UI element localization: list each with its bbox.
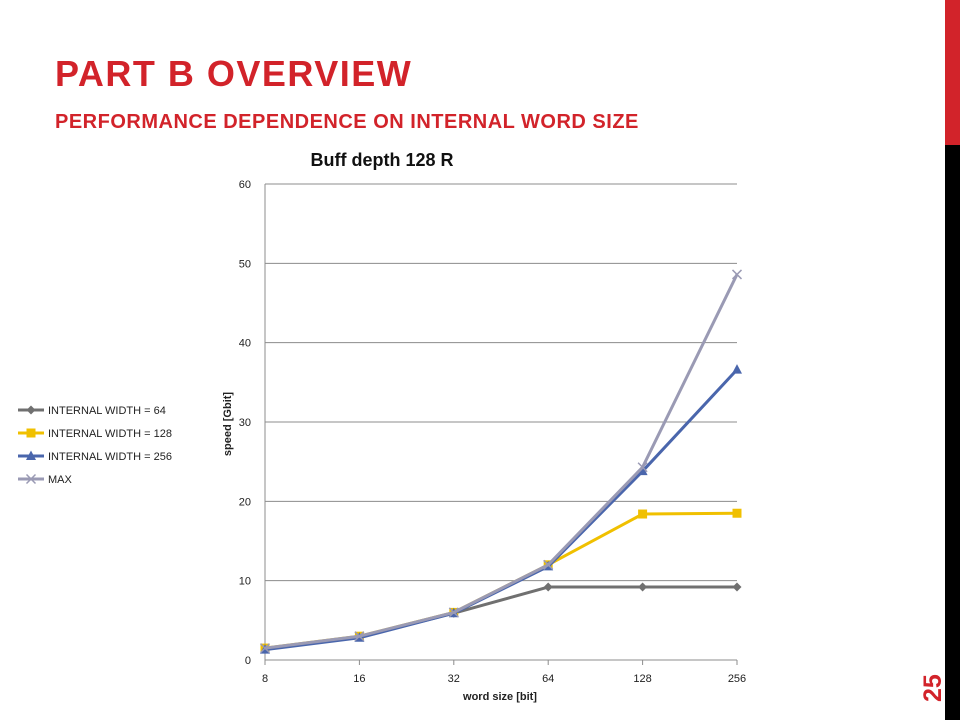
legend-swatch-marker: [26, 450, 36, 460]
y-tick-label: 0: [245, 655, 251, 667]
data-point: [638, 509, 648, 519]
data-point: [448, 607, 459, 618]
side-accent-bar: [945, 0, 960, 145]
data-point: [637, 465, 648, 476]
y-tick-label: 60: [239, 179, 251, 191]
data-point: [732, 508, 742, 518]
legend-label: MAX: [48, 474, 73, 486]
x-tick-label: 32: [448, 673, 460, 685]
side-dark-bar: [945, 145, 960, 720]
series-4: [259, 269, 743, 654]
chart-legend: INTERNAL WIDTH = 64 INTERNAL WIDTH = 128 I…: [18, 405, 172, 486]
y-axis-label: speed [Gbit]: [222, 392, 234, 457]
legend-entry: INTERNAL WIDTH = 256: [18, 450, 172, 463]
chart-series: [259, 269, 743, 654]
data-point: [259, 643, 271, 654]
data-point: [543, 582, 553, 592]
x-tick-label: 8: [262, 673, 268, 685]
slide-subtitle: PERFORMANCE DEPENDENCE ON INTERNAL WORD …: [55, 111, 639, 133]
series-3: [260, 364, 742, 654]
x-tick-label: 256: [728, 673, 746, 685]
chart-title: Buff depth 128 R: [310, 150, 453, 170]
series-line: [264, 273, 739, 650]
x-tick-label: 64: [542, 673, 554, 685]
legend-swatch-marker: [25, 473, 37, 485]
legend-label: INTERNAL WIDTH = 256: [48, 451, 172, 463]
data-point: [638, 582, 648, 592]
legend-label: INTERNAL WIDTH = 64: [48, 405, 166, 417]
y-tick-label: 20: [239, 496, 251, 508]
y-tick-label: 50: [239, 258, 251, 270]
y-tick-label: 40: [239, 338, 251, 350]
x-axis-label: word size [bit]: [462, 691, 537, 703]
data-point: [732, 582, 742, 592]
data-point: [732, 364, 742, 374]
y-tick-label: 30: [239, 417, 251, 429]
data-point: [543, 559, 554, 570]
legend-entry: MAX: [18, 473, 73, 486]
series-1: [260, 582, 742, 654]
data-point: [637, 462, 648, 473]
data-point: [354, 631, 365, 642]
legend-swatch-marker: [26, 405, 36, 415]
y-axis-ticks: 0 10 20 30 40 50 60: [239, 179, 251, 667]
legend-swatch-marker: [26, 428, 36, 438]
series-line: [264, 368, 739, 652]
x-tick-label: 16: [353, 673, 365, 685]
legend-entry: INTERNAL WIDTH = 64: [18, 405, 166, 417]
y-tick-label: 10: [239, 576, 251, 588]
legend-entry: INTERNAL WIDTH = 128: [18, 428, 172, 440]
slide-title: PART B OVERVIEW: [55, 53, 413, 94]
legend-label: INTERNAL WIDTH = 128: [48, 428, 172, 440]
x-tick-label: 128: [633, 673, 651, 685]
chart-gridlines: [265, 183, 737, 582]
x-axis-ticks: 8 16 32 64 128 256: [262, 660, 746, 685]
data-point: [731, 269, 743, 280]
